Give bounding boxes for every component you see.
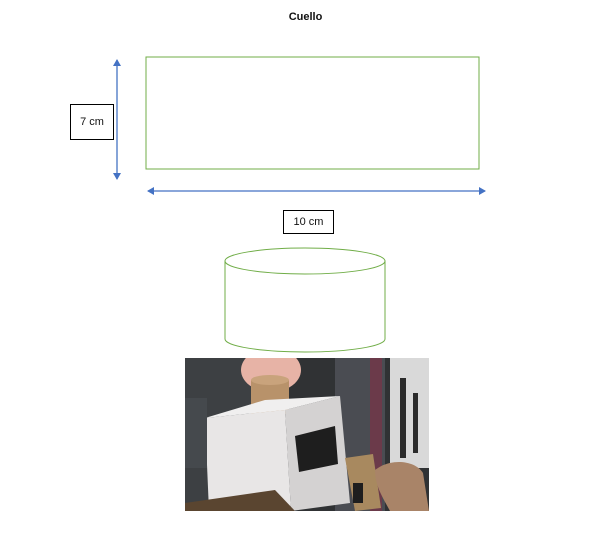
pattern-rectangle <box>145 56 480 170</box>
height-label: 7 cm <box>70 104 114 140</box>
cylinder-top <box>224 247 386 275</box>
photo-illustration <box>185 358 429 511</box>
width-label: 10 cm <box>283 210 334 234</box>
diagram-title: Cuello <box>288 11 323 23</box>
cardboard-robot-photo <box>185 358 429 511</box>
cylinder-shape <box>224 247 386 353</box>
